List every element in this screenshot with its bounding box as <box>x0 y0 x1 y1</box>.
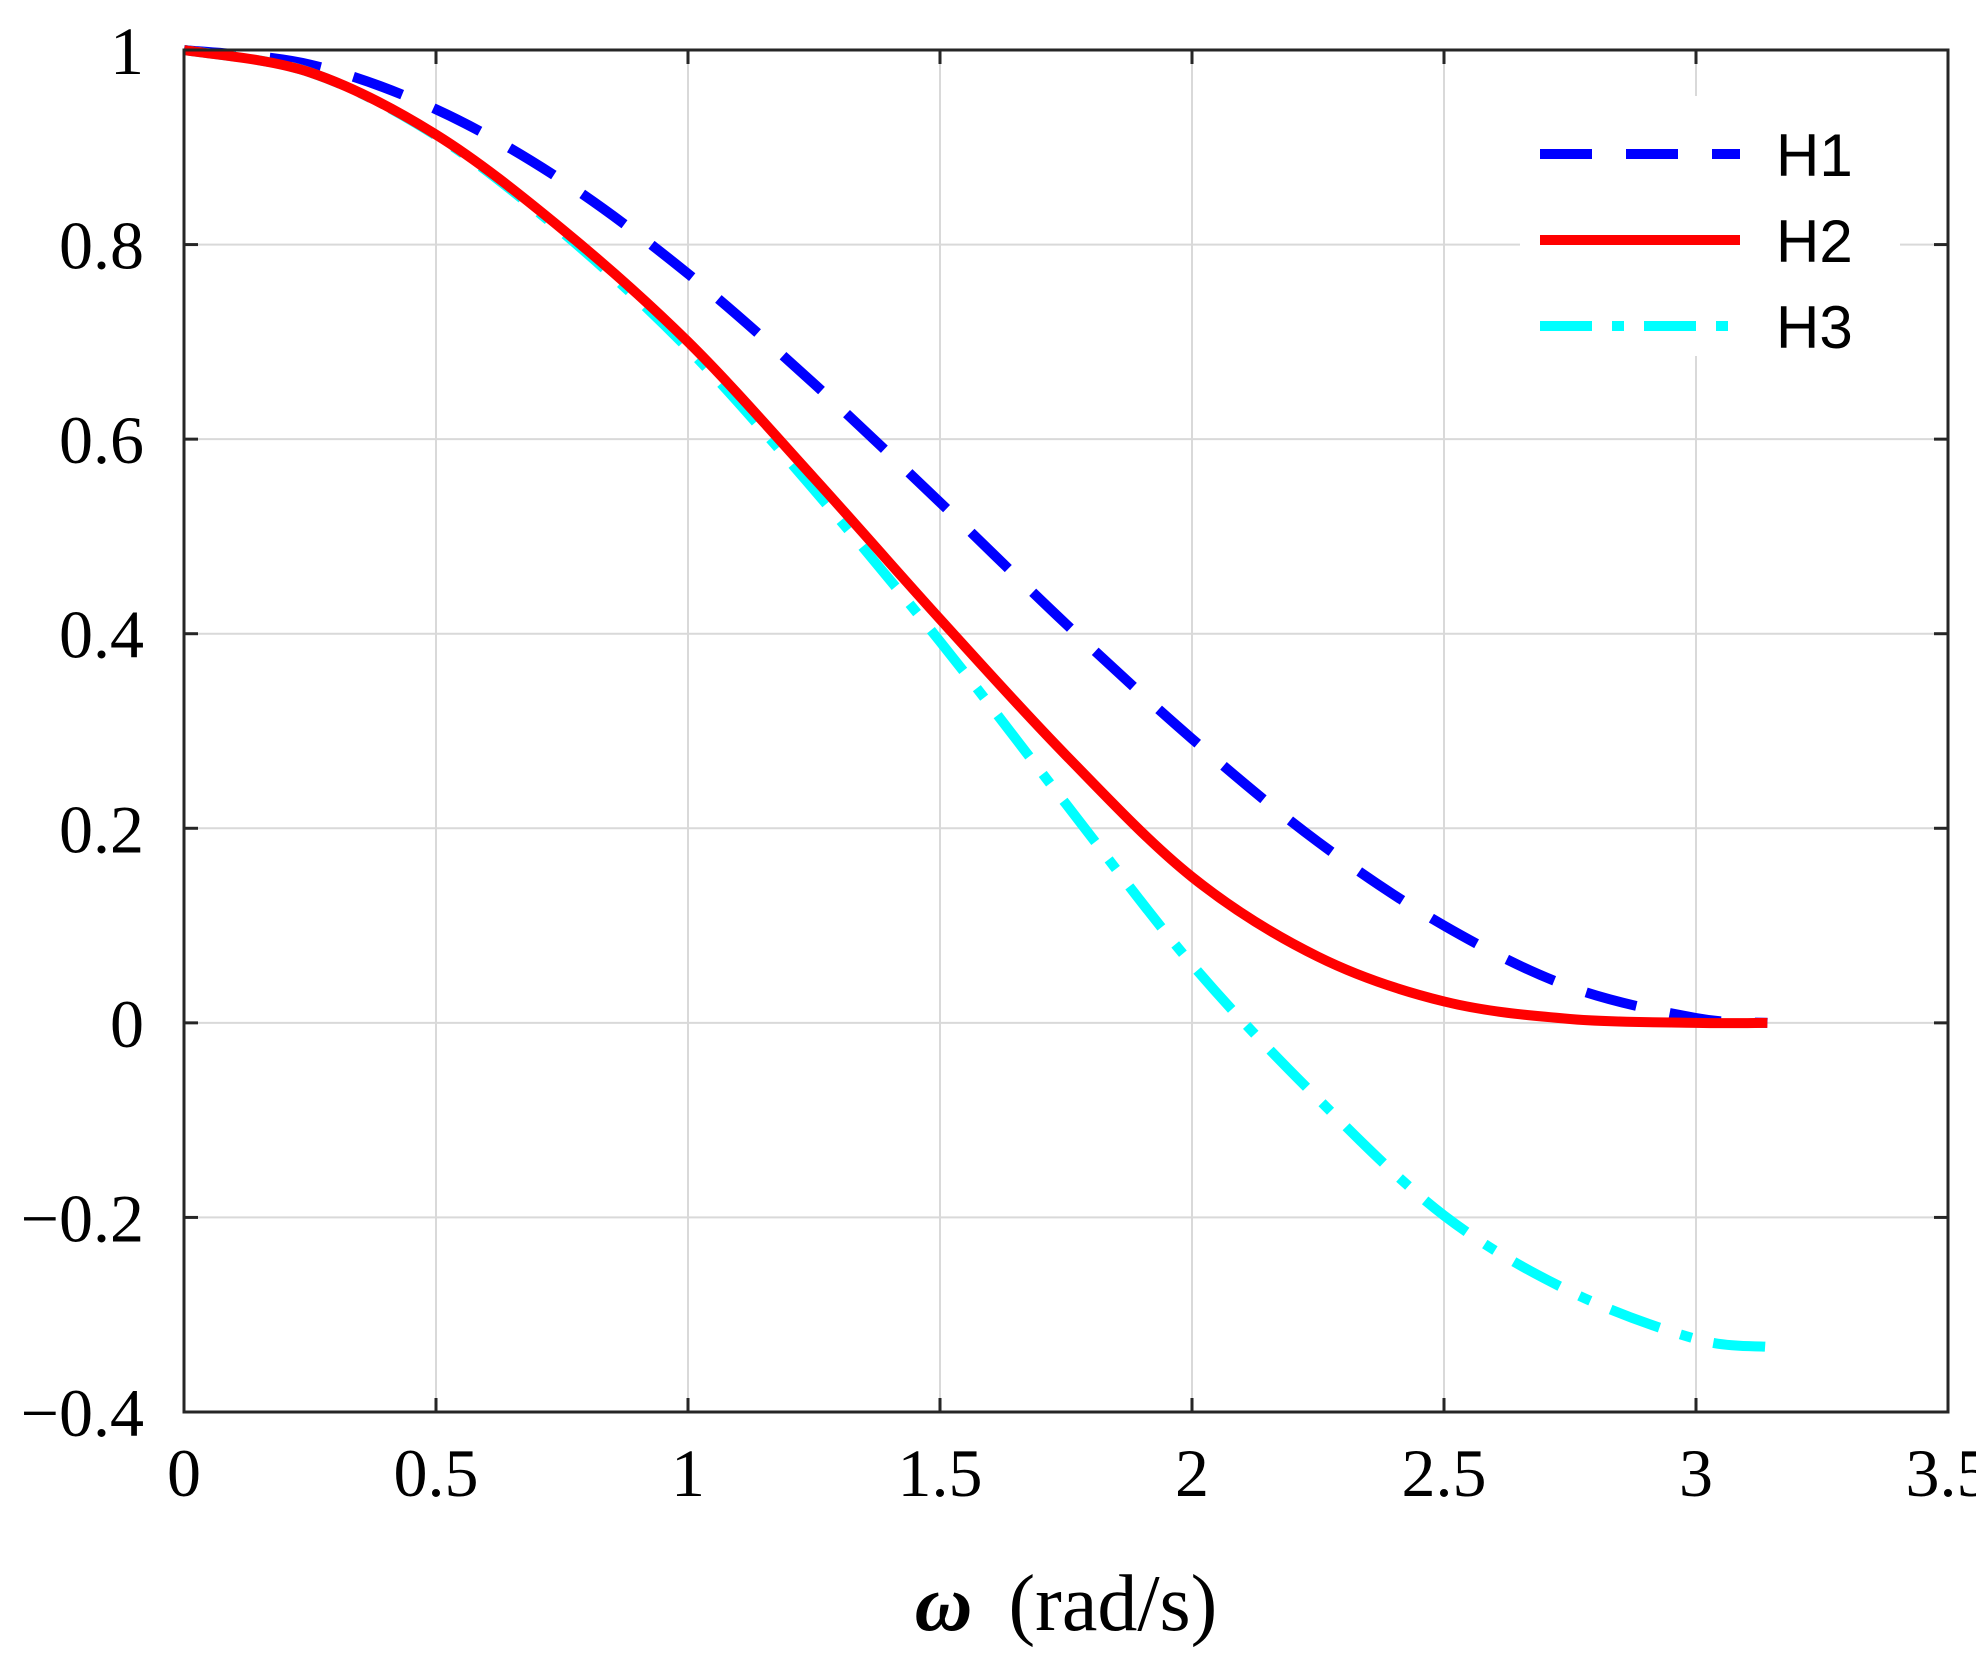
x-tick-label: 0.5 <box>394 1435 479 1511</box>
plot-frame <box>182 48 1950 1414</box>
series-line-h1 <box>183 45 1768 1028</box>
y-tick-label: 0 <box>110 986 144 1062</box>
x-axis-label: ω (rad/s) <box>915 1560 1218 1648</box>
x-tick-label: 1.5 <box>898 1435 983 1511</box>
x-tick-label: 0 <box>167 1435 201 1511</box>
x-axis-label-symbol: ω <box>915 1560 973 1648</box>
y-tick-label: 0.4 <box>59 597 144 673</box>
legend-label-h2: H2 <box>1776 208 1853 275</box>
tick-labels: 0 0.5 1 1.5 2 2.5 3 3.5 −0.4 −0.2 0 0.2 0.4 0.6 0.8 1 <box>21 13 1976 1511</box>
x-axis-label-unit: (rad/s) <box>1009 1560 1218 1648</box>
legend-label-h1: H1 <box>1776 122 1853 189</box>
y-tick-label: 0.2 <box>59 791 144 867</box>
x-tick-label: 3 <box>1679 1435 1713 1511</box>
x-tick-label: 3.5 <box>1906 1435 1976 1511</box>
grid-layer <box>184 50 1948 1412</box>
y-tick-label: 1 <box>110 13 144 89</box>
legend-box <box>1520 96 1900 356</box>
legend: H1 H2 H3 <box>1520 96 1900 361</box>
series-line-h2 <box>183 45 1768 1029</box>
series-layer <box>183 45 1768 1352</box>
axes-layer <box>182 48 1950 1414</box>
y-tick-label: −0.4 <box>21 1375 144 1451</box>
x-tick-label: 2 <box>1175 1435 1209 1511</box>
y-tick-label: −0.2 <box>21 1180 144 1256</box>
x-tick-label: 2.5 <box>1402 1435 1487 1511</box>
y-tick-label: 0.6 <box>59 402 144 478</box>
x-tick-label: 1 <box>671 1435 705 1511</box>
y-tick-label: 0.8 <box>59 208 144 284</box>
legend-label-h3: H3 <box>1776 294 1853 361</box>
